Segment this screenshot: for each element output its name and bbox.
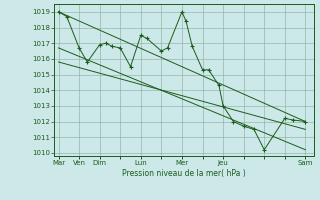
X-axis label: Pression niveau de la mer( hPa ): Pression niveau de la mer( hPa ) bbox=[122, 169, 246, 178]
